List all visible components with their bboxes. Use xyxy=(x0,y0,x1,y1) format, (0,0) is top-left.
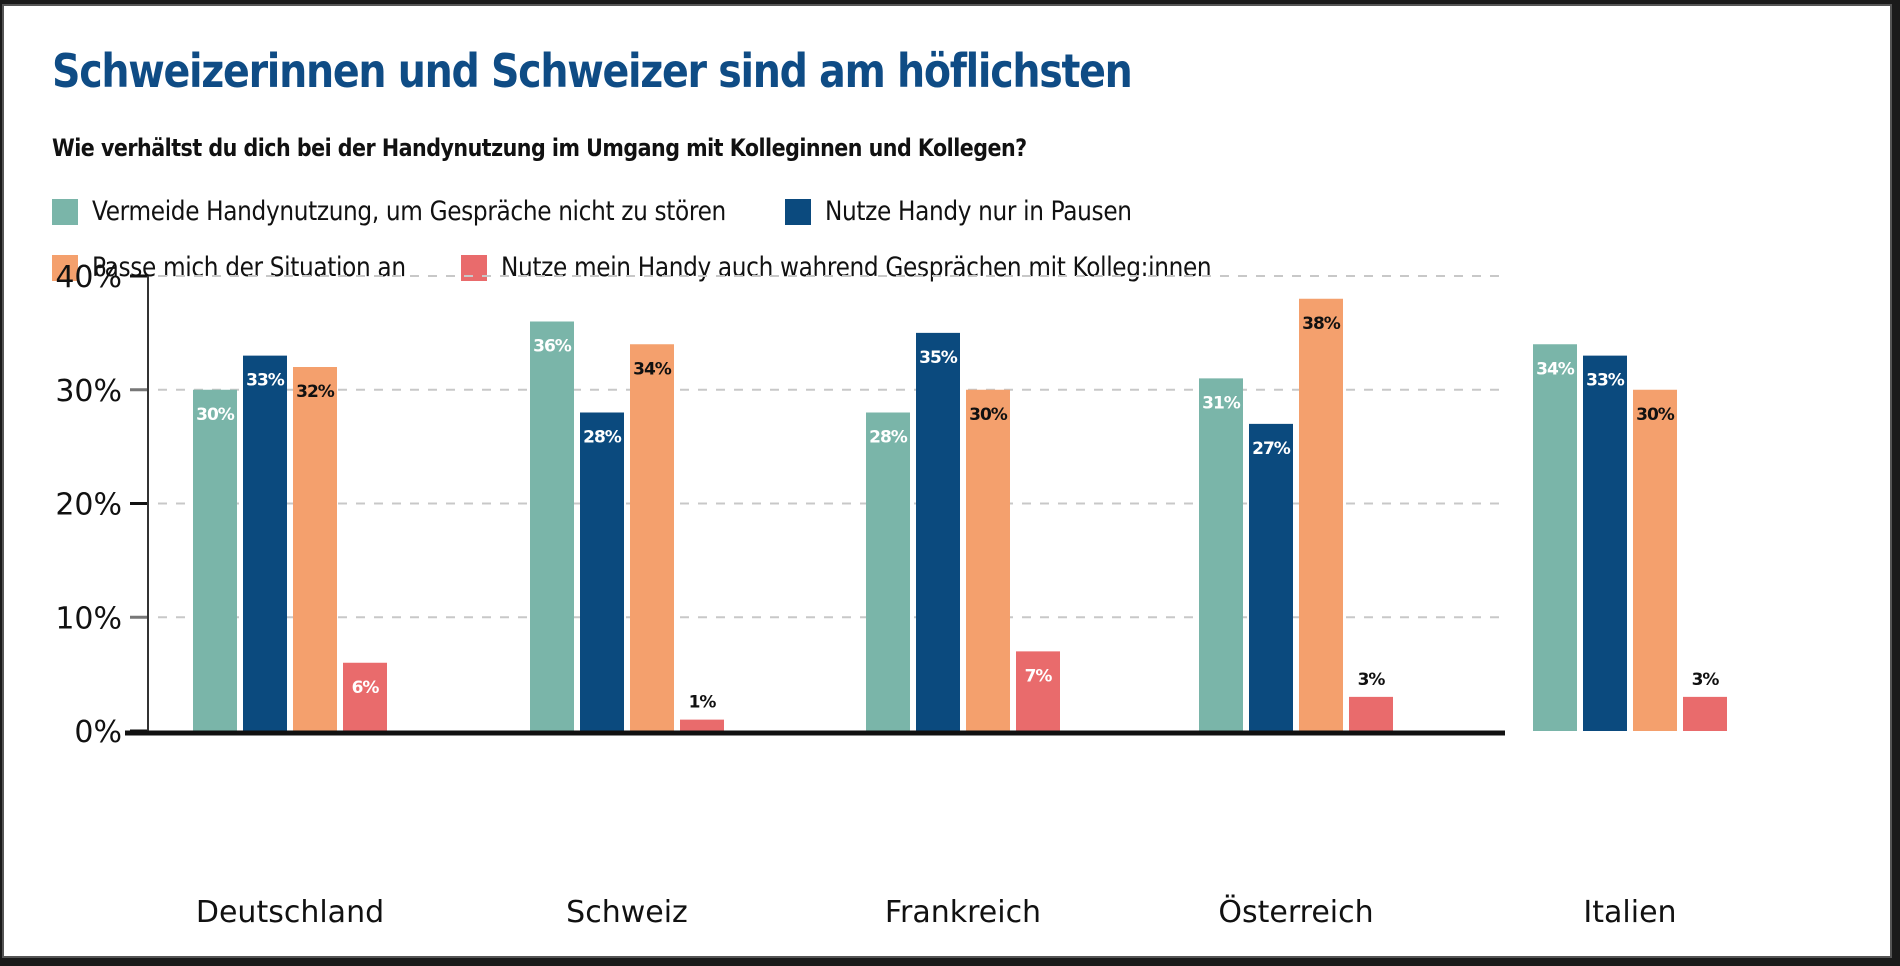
bar xyxy=(1199,378,1243,731)
bar xyxy=(243,355,287,731)
bar xyxy=(916,332,960,731)
legend-swatch-breaks xyxy=(785,198,812,225)
x-category-label: Deutschland xyxy=(196,895,384,930)
bar-value-label: 6% xyxy=(352,678,380,698)
bar-value-label: 33% xyxy=(246,371,285,391)
chart-title: Schweizerinnen und Schweizer sind am höf… xyxy=(52,44,1133,98)
bar xyxy=(966,389,1010,731)
bar-value-label: 3% xyxy=(1692,670,1720,690)
legend-label-breaks: Nutze Handy nur in Pausen xyxy=(825,196,1132,227)
legend-item-adapt: Passe mich der Situation an xyxy=(52,252,457,283)
bar-value-label: 7% xyxy=(1025,666,1053,686)
bar xyxy=(1683,696,1727,731)
y-tick-label: 0% xyxy=(74,715,122,750)
legend-item-during: Nutze mein Handy auch wahrend Gesprächen… xyxy=(460,252,1327,283)
legend-item-avoid: Vermeide Handynutzung, um Gespräche nich… xyxy=(52,196,829,227)
legend-swatch-adapt xyxy=(52,254,78,281)
bar xyxy=(1583,355,1627,731)
legend-item-breaks: Nutze Handy nur in Pausen xyxy=(785,196,1182,227)
bar-value-label: 30% xyxy=(1636,405,1675,425)
bar-value-label: 36% xyxy=(533,337,572,357)
bar-value-label: 27% xyxy=(1252,439,1291,459)
bar-value-label: 34% xyxy=(1536,359,1575,379)
bar xyxy=(1249,423,1293,731)
bar xyxy=(1533,344,1577,731)
y-tick-label: 40% xyxy=(55,260,122,295)
bar-value-label: 3% xyxy=(1358,670,1386,690)
bar xyxy=(193,389,237,731)
legend-row-2: Passe mich der Situation an Nutze mein H… xyxy=(52,252,1353,283)
x-category-label: Österreich xyxy=(1218,894,1373,930)
bar xyxy=(630,344,674,731)
bar-value-label: 30% xyxy=(969,405,1008,425)
bar xyxy=(680,719,724,731)
x-category-label: Italien xyxy=(1583,895,1676,930)
bar xyxy=(1016,651,1060,731)
bar-value-label: 28% xyxy=(869,428,908,448)
bar-value-label: 33% xyxy=(1586,371,1625,391)
x-category-label: Frankreich xyxy=(885,895,1041,930)
y-tick-label: 20% xyxy=(55,488,122,523)
bar xyxy=(1349,696,1393,731)
bar-value-label: 28% xyxy=(583,428,622,448)
legend-row-1: Vermeide Handynutzung, um Gespräche nich… xyxy=(52,196,1208,227)
bar-value-label: 30% xyxy=(196,405,235,425)
bar xyxy=(1633,389,1677,731)
legend-label-adapt: Passe mich der Situation an xyxy=(92,252,406,283)
bar-value-label: 32% xyxy=(296,382,335,402)
legend-label-avoid: Vermeide Handynutzung, um Gespräche nich… xyxy=(92,196,726,227)
bar xyxy=(580,412,624,731)
legend-label-during: Nutze mein Handy auch wahrend Gesprächen… xyxy=(500,252,1212,283)
bar xyxy=(1299,298,1343,731)
bar-value-label: 1% xyxy=(689,693,717,713)
x-category-label: Schweiz xyxy=(566,895,688,930)
legend-swatch-avoid xyxy=(52,198,78,225)
bar-value-label: 38% xyxy=(1302,314,1341,334)
bar xyxy=(293,367,337,731)
bar xyxy=(343,662,387,731)
y-tick-label: 30% xyxy=(55,374,122,409)
bar-value-label: 35% xyxy=(919,348,958,368)
bar-value-label: 34% xyxy=(633,359,672,379)
bar-value-label: 31% xyxy=(1202,393,1241,413)
bar xyxy=(866,412,910,731)
chart-subtitle: Wie verhältst du dich bei der Handynutzu… xyxy=(52,134,1027,162)
y-tick-label: 10% xyxy=(55,601,122,636)
bar xyxy=(530,321,574,731)
